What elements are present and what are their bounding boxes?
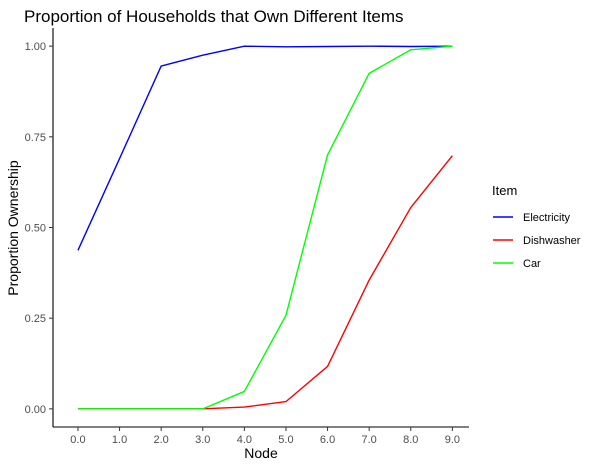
series-lines <box>77 45 453 410</box>
x-tick-label: 5.0 <box>278 434 293 446</box>
y-tick-label: 0.25 <box>25 313 46 325</box>
legend-items: Electricity Dishwasher Car <box>493 212 581 270</box>
y-tick-label: 0.50 <box>25 223 46 235</box>
x-tick-label: 1.0 <box>112 434 127 446</box>
series-line-dishwasher <box>77 155 453 410</box>
x-axis-ticks: 0.0 1.0 2.0 3.0 4.0 5.0 6.0 7.0 8.0 9.0 <box>70 427 460 446</box>
legend: Item Electricity Dishwasher Car <box>492 183 581 270</box>
x-tick-label: 8.0 <box>403 434 418 446</box>
x-tick-label: 0.0 <box>70 434 85 446</box>
legend-label-dishwasher: Dishwasher <box>523 235 581 247</box>
legend-label-electricity: Electricity <box>523 212 571 224</box>
y-axis-title: Proportion Ownership <box>5 160 21 296</box>
y-axis-ticks: 0.00 0.25 0.50 0.75 1.00 <box>25 41 53 416</box>
y-tick-label: 1.00 <box>25 41 46 53</box>
x-tick-label: 4.0 <box>237 434 252 446</box>
x-tick-label: 2.0 <box>154 434 169 446</box>
x-tick-label: 3.0 <box>195 434 210 446</box>
x-tick-label: 9.0 <box>445 434 460 446</box>
series-line-car <box>77 45 453 410</box>
x-tick-label: 7.0 <box>362 434 377 446</box>
legend-label-car: Car <box>523 258 541 270</box>
legend-title: Item <box>492 183 517 198</box>
plot-area: 0.00 0.25 0.50 0.75 1.00 0.0 1.0 2.0 3.0 4.0 5.0 6… <box>25 28 469 446</box>
x-tick-label: 6.0 <box>320 434 335 446</box>
y-tick-label: 0.00 <box>25 404 46 416</box>
chart-title: Proportion of Households that Own Differ… <box>24 7 404 26</box>
y-tick-label: 0.75 <box>25 132 46 144</box>
series-line-electricity <box>77 45 453 251</box>
x-axis-title: Node <box>244 445 278 461</box>
